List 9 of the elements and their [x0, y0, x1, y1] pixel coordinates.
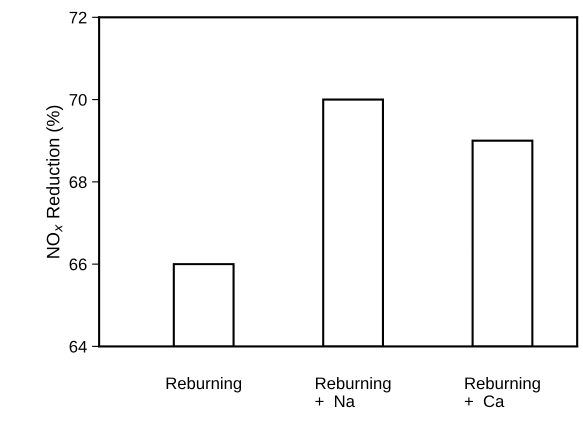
x-tick-label: Reburning + Na [315, 376, 390, 408]
y-tick-label: 64 [70, 340, 87, 353]
x-tick-label: Reburning + Ca [464, 376, 540, 408]
y-tick-label: 72 [70, 12, 86, 24]
y-tick-label: 68 [70, 176, 87, 188]
y-axis-title: NO$_{x}$ Reduction (%) [46, 106, 64, 258]
y-tick-label: 66 [70, 258, 87, 270]
x-tick-label: Reburning [166, 376, 242, 392]
y-tick-label: 70 [70, 94, 87, 106]
